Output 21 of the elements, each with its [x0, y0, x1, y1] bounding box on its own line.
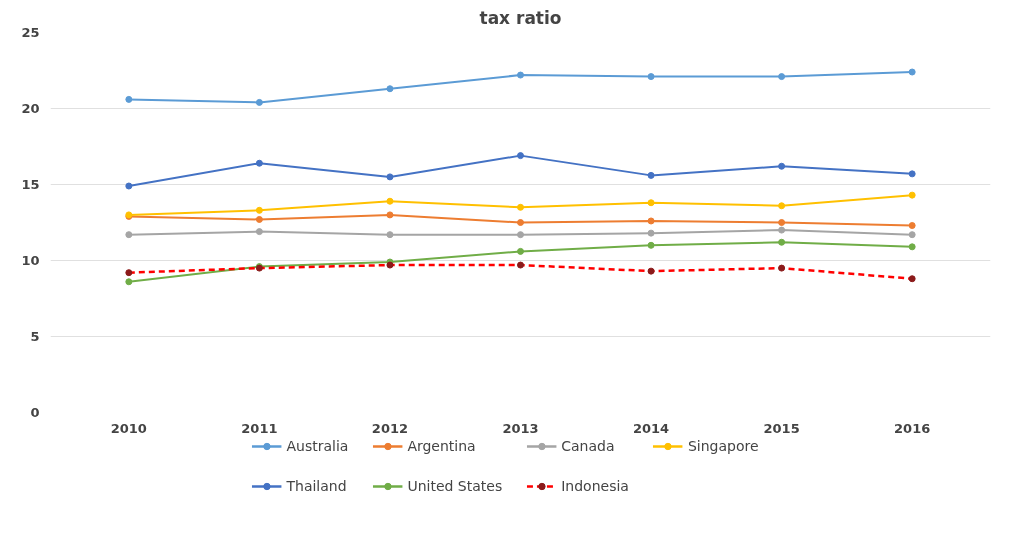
x-tick-label: 2015 [763, 420, 800, 436]
y-tick-label: 5 [30, 329, 40, 344]
legend-label: Indonesia [561, 478, 629, 494]
x-tick-label: 2010 [110, 420, 147, 436]
legend-label: United States [407, 478, 503, 494]
x-tick-label: 2014 [632, 420, 670, 436]
y-tick-label: 20 [21, 101, 40, 116]
x-tick-label: 2011 [241, 420, 278, 436]
legend-label: Australia [286, 438, 349, 454]
legend-label: Canada [561, 438, 615, 454]
legend-label: Argentina [407, 438, 476, 454]
x-tick-label: 2016 [894, 420, 931, 436]
y-tick-label: 0 [30, 405, 40, 420]
legend-label: Thailand [286, 478, 347, 494]
chart-title: tax ratio [479, 7, 562, 28]
y-tick-label: 15 [21, 177, 40, 192]
y-tick-label: 25 [21, 25, 40, 40]
x-tick-label: 2012 [371, 420, 409, 436]
y-tick-label: 10 [21, 253, 40, 268]
legend-label: Singapore [687, 438, 759, 454]
x-tick-label: 2013 [502, 420, 539, 436]
